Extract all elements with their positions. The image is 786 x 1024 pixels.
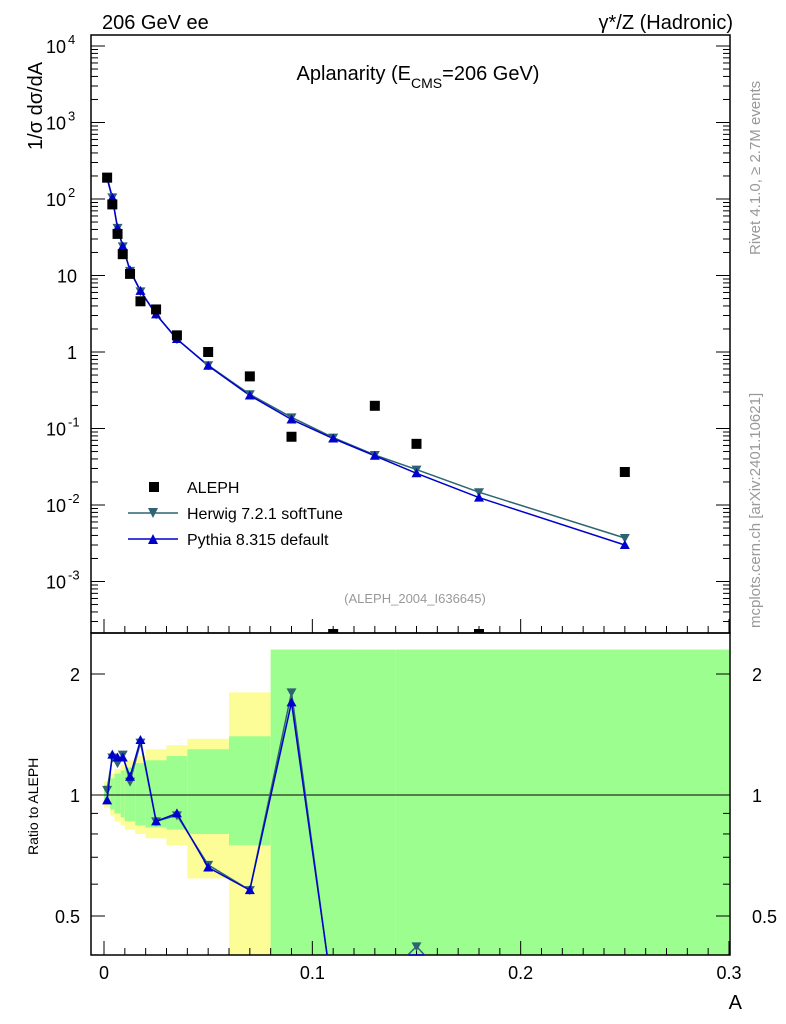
herwig-line bbox=[106, 176, 626, 539]
pythia-ratio-point-7 bbox=[171, 808, 182, 818]
band-inner-3 bbox=[120, 770, 125, 818]
rivet-label: Rivet 4.1.0, ≥ 2.7M events bbox=[747, 81, 764, 255]
aleph-point-2 bbox=[112, 228, 123, 239]
band-inner-10 bbox=[270, 649, 354, 955]
main-plot bbox=[102, 172, 630, 633]
y-tick-label-6: 10 bbox=[46, 114, 66, 134]
aleph-point-4 bbox=[125, 268, 136, 279]
band-inner-12 bbox=[395, 649, 729, 955]
y-tick-exp-1: -2 bbox=[68, 491, 80, 506]
band-inner-11 bbox=[354, 649, 396, 955]
y-tick-exp-0: -3 bbox=[68, 568, 80, 583]
aleph-point-11 bbox=[328, 629, 339, 633]
pythia-ratio-point-1 bbox=[107, 749, 118, 759]
pythia-point-5 bbox=[135, 285, 146, 295]
y-tick-label-7: 10 bbox=[46, 37, 66, 57]
band-inner-5 bbox=[135, 763, 146, 826]
x-axis-label: A bbox=[729, 992, 743, 1014]
y-tick-label-4: 10 bbox=[57, 267, 77, 287]
pythia-line bbox=[106, 178, 626, 546]
y-tick-exp-6: 3 bbox=[68, 109, 75, 124]
pythia-ratio-point-10 bbox=[286, 697, 297, 707]
y-tick-exp-7: 4 bbox=[68, 32, 75, 47]
x-tick-label-10: 0.1 bbox=[300, 963, 325, 983]
pythia-ratio-point-0 bbox=[102, 795, 113, 805]
aleph-point-9 bbox=[244, 371, 255, 382]
pythia-ratio-point-3 bbox=[117, 752, 128, 762]
y-tick-exp-2: -1 bbox=[68, 415, 80, 430]
pythia-point-13 bbox=[411, 468, 422, 478]
x-tick-label-20: 0.2 bbox=[508, 963, 533, 983]
aleph-point-7 bbox=[171, 330, 182, 341]
y-tick-label-0: 10 bbox=[46, 573, 66, 593]
y-tick-label-3: 1 bbox=[67, 343, 77, 363]
legend-pythia-label: Pythia 8.315 default bbox=[187, 532, 329, 549]
pythia-point-10 bbox=[286, 414, 297, 424]
energy-label: 206 GeV ee bbox=[102, 12, 209, 34]
ratio-tick-label-left-0: 0.5 bbox=[55, 907, 80, 927]
herwig-ratio-point-0 bbox=[102, 785, 113, 795]
aleph-point-13 bbox=[411, 438, 422, 449]
aleph-point-0 bbox=[102, 172, 113, 183]
pythia-point-14 bbox=[474, 492, 484, 502]
band-inner-7 bbox=[166, 756, 188, 830]
band-inner-8 bbox=[187, 749, 229, 834]
pythia-point-15 bbox=[619, 540, 630, 550]
process-label: γ*/Z (Hadronic) bbox=[599, 12, 733, 34]
ratio-tick-label-left-1: 1 bbox=[70, 786, 80, 806]
y-tick-label-1: 10 bbox=[46, 496, 66, 516]
y-axis-label: 1/σ dσ/dA bbox=[25, 61, 47, 150]
x-tick-label-30: 0.3 bbox=[716, 963, 741, 983]
band-inner-9 bbox=[229, 736, 271, 846]
y-tick-label-2: 10 bbox=[46, 420, 66, 440]
pythia-ratio-point-5 bbox=[135, 735, 146, 745]
aleph-point-15 bbox=[619, 467, 630, 478]
band-inner-4 bbox=[124, 767, 136, 822]
pythia-point-12 bbox=[369, 450, 380, 460]
ratio-uncertainty-bands bbox=[104, 649, 729, 955]
aleph-point-10 bbox=[286, 431, 297, 442]
pythia-ratio-point-4 bbox=[125, 771, 136, 781]
band-inner-2 bbox=[114, 773, 121, 814]
pythia-point-9 bbox=[244, 390, 255, 400]
pythia-ratio-point-9 bbox=[244, 885, 255, 895]
herwig-ratio-point-10 bbox=[286, 688, 297, 698]
ratio-tick-label-left-2: 2 bbox=[70, 665, 80, 685]
legend-aleph-label: ALEPH bbox=[187, 480, 239, 497]
pythia-point-8 bbox=[203, 360, 214, 370]
aleph-point-12 bbox=[369, 400, 380, 411]
y-tick-label-5: 10 bbox=[46, 190, 66, 210]
ratio-tick-label-right-2: 2 bbox=[752, 665, 762, 685]
aleph-point-8 bbox=[203, 347, 214, 357]
ratio-plot bbox=[91, 688, 730, 956]
chart-title: Aplanarity (ECMS=206 GeV) bbox=[297, 63, 540, 91]
legend-herwig-marker bbox=[148, 508, 158, 518]
x-tick-label-0: 0 bbox=[99, 963, 109, 983]
ratio-tick-label-right-1: 1 bbox=[752, 786, 762, 806]
aleph-point-6 bbox=[151, 304, 162, 315]
aleph-point-1 bbox=[107, 199, 118, 210]
legend: ALEPH Herwig 7.2.1 softTune Pythia 8.315… bbox=[128, 480, 343, 549]
herwig-point-15 bbox=[619, 534, 630, 544]
pythia-point-11 bbox=[328, 433, 339, 443]
ratio-y-axis-label: Ratio to ALEPH bbox=[25, 758, 41, 855]
pythia-ratio-point-6 bbox=[151, 816, 162, 826]
legend-pythia-marker bbox=[148, 534, 158, 544]
ratio-tick-label-right-0: 0.5 bbox=[752, 907, 777, 927]
y-tick-exp-5: 2 bbox=[68, 185, 75, 200]
herwig-ratio-point-11 bbox=[411, 942, 422, 952]
band-inner-1 bbox=[110, 778, 115, 810]
pythia-ratio-point-8 bbox=[203, 862, 214, 872]
band-inner-6 bbox=[145, 760, 167, 828]
aleph-point-5 bbox=[135, 296, 146, 307]
mcplots-label: mcplots.cern.ch [arXiv:2401.10621] bbox=[747, 393, 764, 628]
aleph-point-14 bbox=[474, 629, 484, 633]
legend-herwig-label: Herwig 7.2.1 softTune bbox=[187, 506, 343, 523]
pythia-point-3 bbox=[117, 241, 128, 251]
analysis-id: (ALEPH_2004_I636645) bbox=[344, 591, 486, 606]
aleph-point-3 bbox=[117, 249, 128, 260]
legend-aleph-marker bbox=[149, 482, 159, 492]
